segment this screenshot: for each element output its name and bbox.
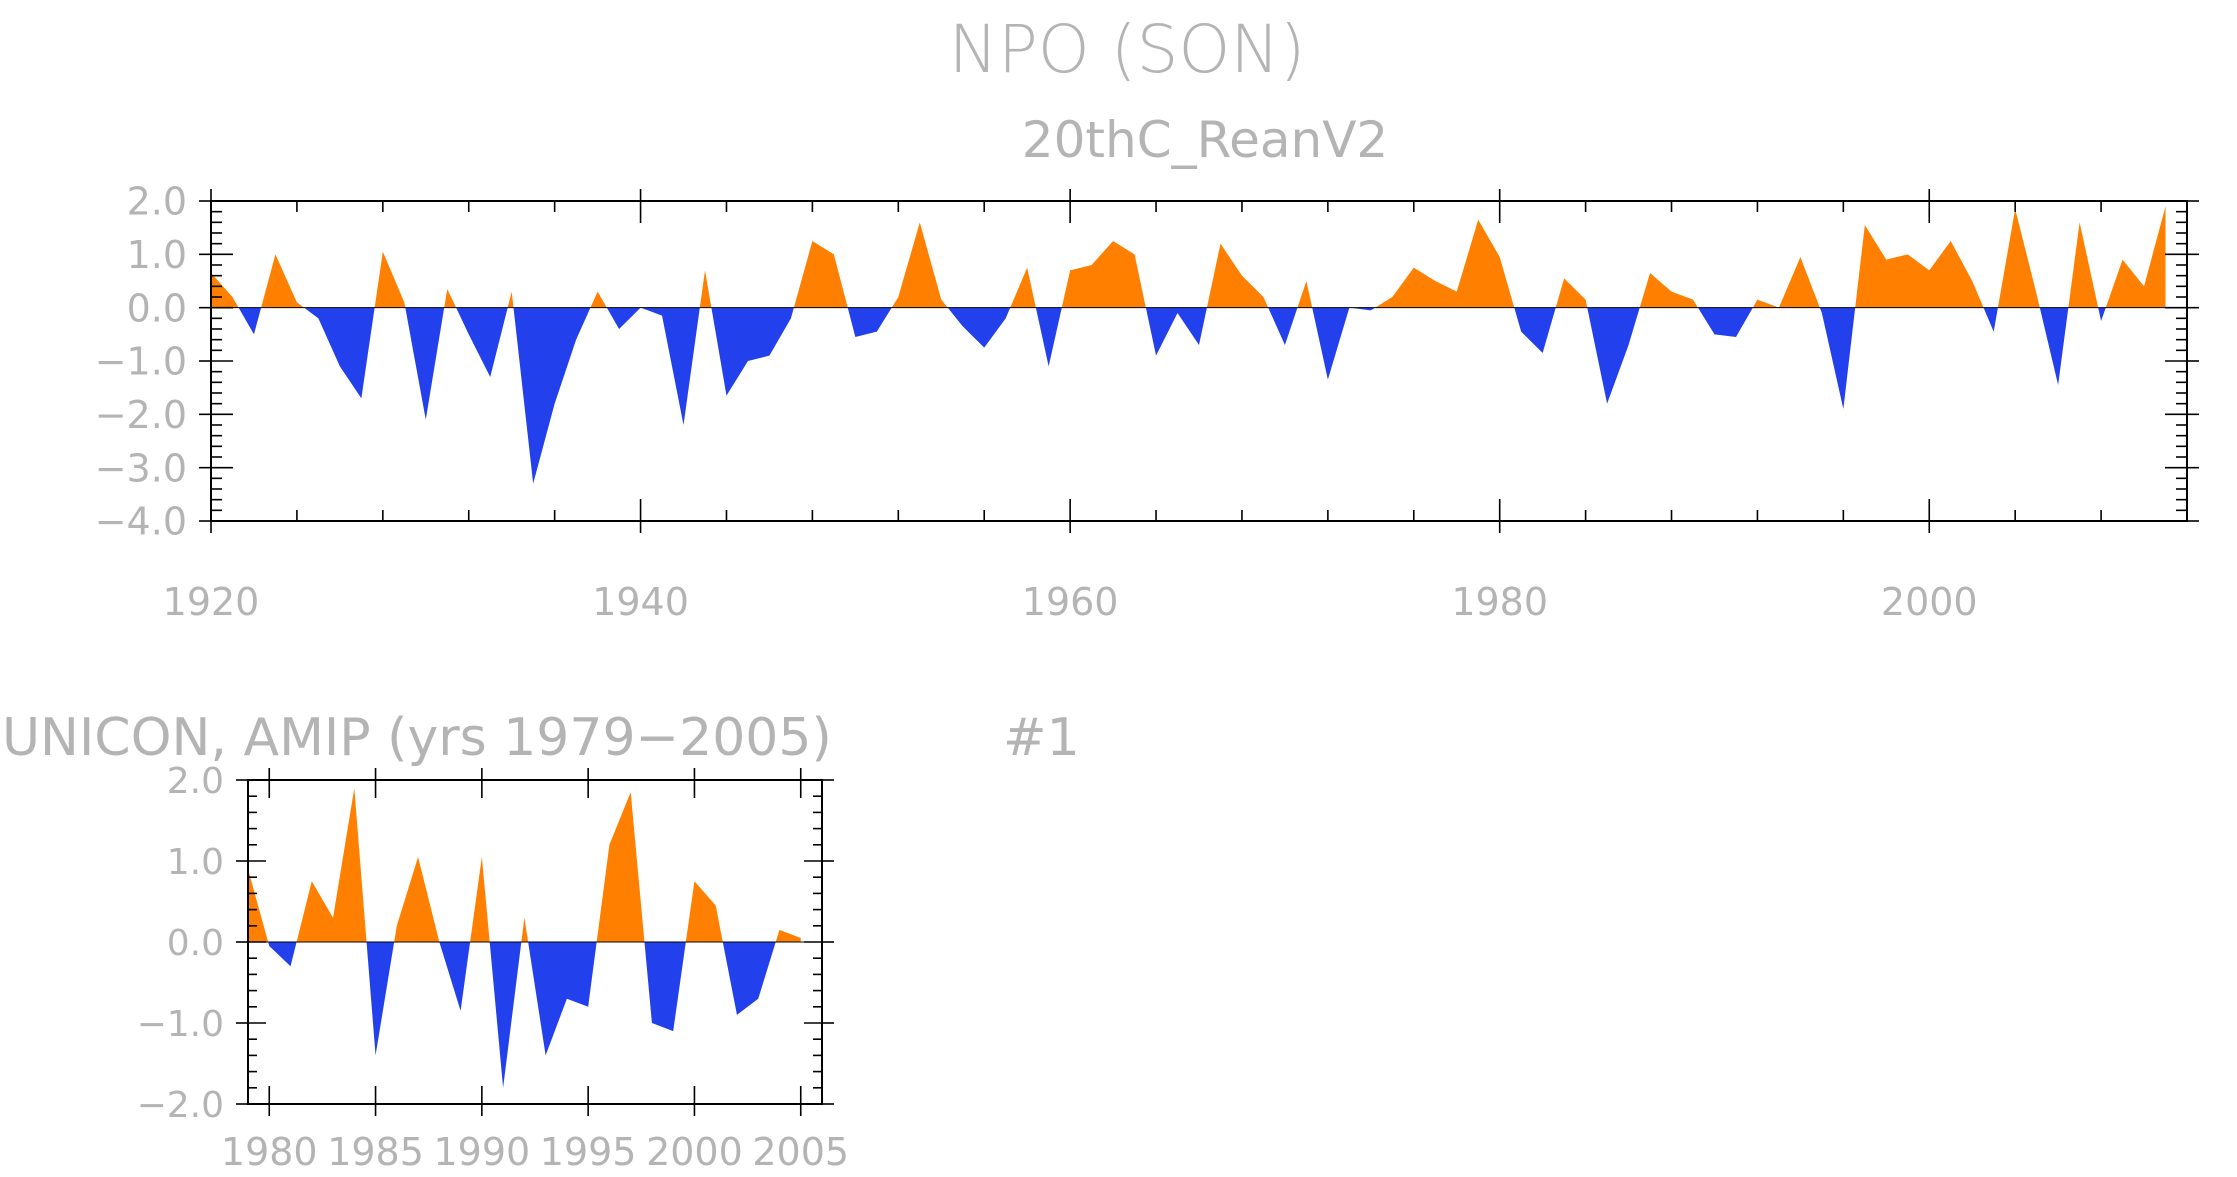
- y-tick-label-2: 2.0: [167, 761, 224, 802]
- y-tick-label-0: 0.0: [127, 286, 187, 330]
- y-tick-label-0: 0.0: [167, 923, 224, 964]
- y-tick-label--4: −4.0: [95, 500, 187, 544]
- x-tick-label-1920: 1920: [163, 580, 260, 624]
- panel-2-title: UNICON, AMIP (yrs 1979−2005): [2, 708, 832, 768]
- x-tick-label-1990: 1990: [433, 1130, 530, 1174]
- y-tick-label-2: 2.0: [127, 180, 187, 224]
- panel-1-title: 20thC_ReanV2: [1022, 111, 1388, 169]
- y-tick-label-1: 1.0: [167, 842, 224, 883]
- x-tick-label-1960: 1960: [1022, 580, 1119, 624]
- panel-2-annotation: #1: [1003, 708, 1080, 768]
- x-tick-label-2000: 2000: [646, 1130, 743, 1174]
- plot-frame: [210, 200, 2188, 522]
- y-tick-label--1: −1.0: [137, 1004, 224, 1045]
- x-tick-label-1980: 1980: [221, 1130, 318, 1174]
- positive-anomaly-area: [211, 206, 2166, 308]
- x-tick-label-1980: 1980: [1451, 580, 1548, 624]
- positive-anomaly-area: [248, 788, 801, 942]
- y-tick-label--2: −2.0: [137, 1085, 224, 1126]
- y-tick-label--1: −1.0: [95, 340, 187, 384]
- x-tick-label-2000: 2000: [1881, 580, 1978, 624]
- y-tick-label--2: −2.0: [95, 393, 187, 437]
- page-title: NPO (SON): [949, 11, 1306, 88]
- negative-anomaly-area: [248, 942, 801, 1088]
- panel-20thc-reanv2: 20thC_ReanV2 1920 1940 1960 1980 2000 2.0 1.0 0…: [95, 111, 2199, 624]
- x-tick-label-1995: 1995: [540, 1130, 637, 1174]
- panel-unicon-amip: UNICON, AMIP (yrs 1979−2005) #1 1980 1985…: [2, 708, 1080, 1174]
- x-tick-label-1940: 1940: [592, 580, 689, 624]
- y-tick-label-1: 1.0: [127, 233, 187, 277]
- y-tick-label--3: −3.0: [95, 446, 187, 490]
- x-tick-label-2005: 2005: [752, 1130, 849, 1174]
- x-tick-label-1985: 1985: [327, 1130, 424, 1174]
